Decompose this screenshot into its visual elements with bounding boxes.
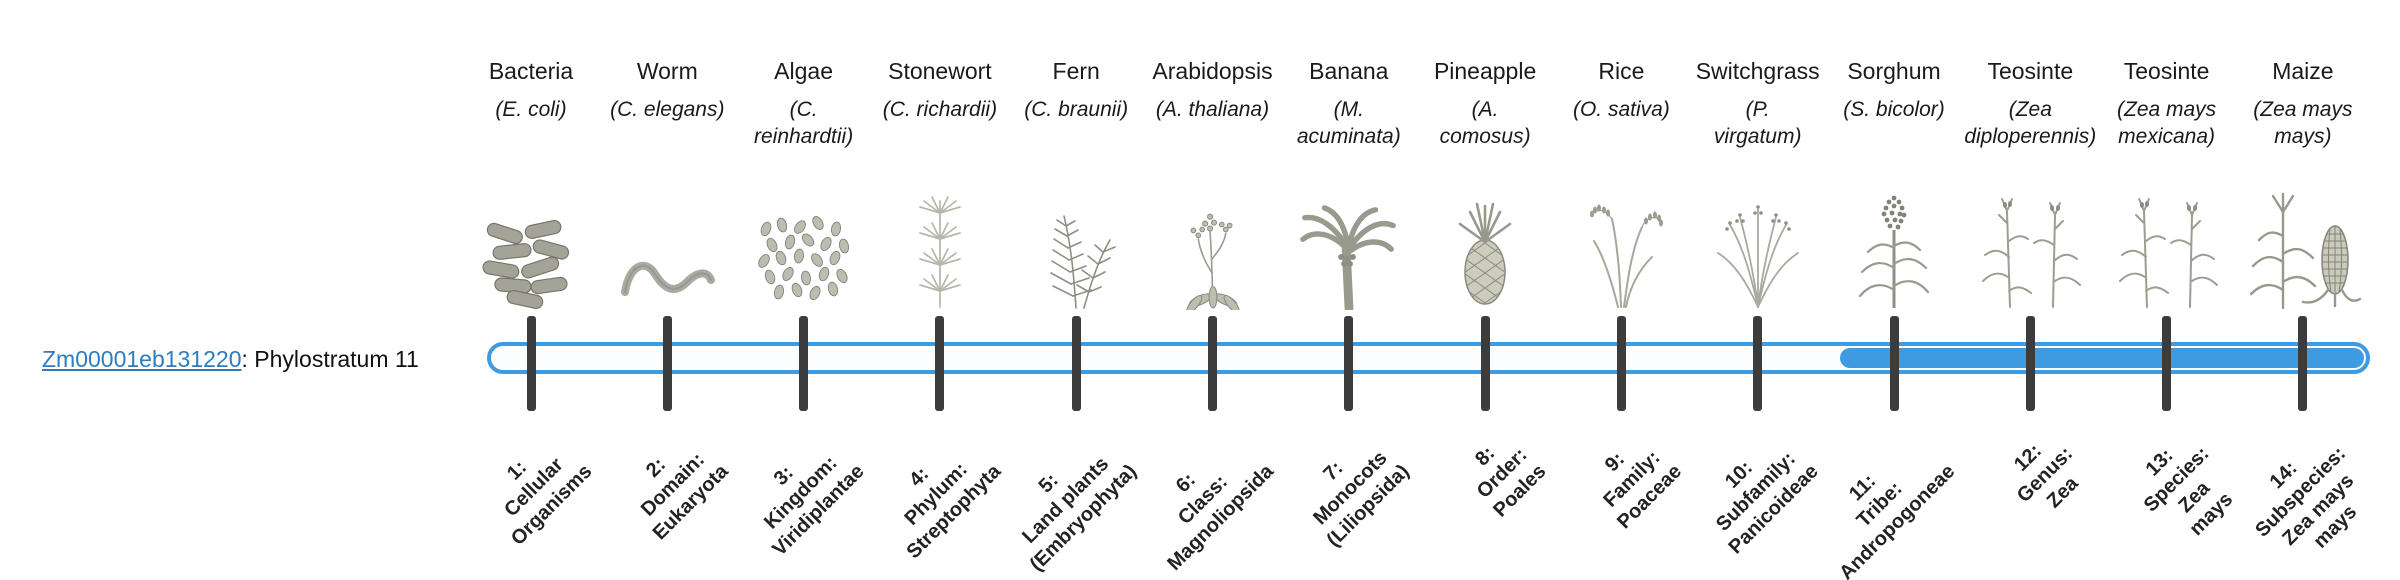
switchgrass-icon bbox=[1693, 176, 1823, 310]
phylostratum-tick-6 bbox=[1208, 316, 1217, 411]
phylostratum-label-text: 7: Monocots (Liliopsida) bbox=[1309, 447, 1414, 552]
arabidopsis-icon bbox=[1148, 176, 1278, 310]
organism-name: Algae bbox=[774, 58, 833, 84]
phylostratum-tick-10 bbox=[1753, 316, 1763, 411]
rice-icon bbox=[1556, 176, 1686, 310]
teosinte-icon bbox=[2102, 176, 2232, 310]
timeline-bar bbox=[487, 342, 2370, 374]
sorghum-icon bbox=[1829, 176, 1959, 310]
organism-scientific-name: (O. sativa) bbox=[1572, 98, 1670, 121]
phylostratum-label-text: 6: Class: Magnoliopsida bbox=[1162, 460, 1278, 575]
organism-scientific-name: (S. bicolor) bbox=[1843, 98, 1945, 121]
organism-name: Arabidopsis bbox=[1152, 58, 1273, 84]
organism-name: Pineapple bbox=[1433, 58, 1537, 84]
phylostratum-label-text: 13: Species: Zea mays bbox=[2140, 442, 2238, 541]
organism-scientific-name: (C. elegans) bbox=[610, 98, 725, 121]
organism-name: Stonewort bbox=[888, 58, 992, 84]
organism-scientific-name: (C. braunii) bbox=[1024, 98, 1129, 121]
phylostratum-tick-14 bbox=[2298, 316, 2308, 411]
phylostratum-label-text: 5: Land plants (Embryophyta) bbox=[1018, 453, 1141, 576]
gene-phylostratum-text: : Phylostratum 11 bbox=[241, 346, 419, 372]
phylostratum-label-text: 4: Phylum: Streptophyta bbox=[900, 458, 1005, 563]
organism-scientific-name: (P. virgatum) bbox=[1713, 98, 1802, 149]
organism-scientific-name: (Zea mays mexicana) bbox=[2117, 98, 2217, 149]
organism-scientific-name: (M. acuminata) bbox=[1296, 98, 1401, 149]
phylostratum-label-text: 1: Cellular Organisms bbox=[500, 453, 596, 550]
organism-name: Bacteria bbox=[488, 58, 574, 84]
phylostratum-tick-7 bbox=[1344, 316, 1354, 411]
organism-name: Fern bbox=[1052, 58, 1100, 84]
fern-icon bbox=[1011, 176, 1141, 310]
teosinte-icon bbox=[1965, 176, 2095, 310]
phylostratum-tick-13 bbox=[2162, 316, 2172, 411]
timeline-filled-segment bbox=[1840, 348, 2364, 368]
phylostratum-label-text: 14: Subspecies: Zea mays mays bbox=[2251, 442, 2362, 553]
organism-name: Rice bbox=[1598, 58, 1645, 84]
phylostratum-tick-8 bbox=[1480, 316, 1490, 411]
phylostratum-label-text: 2: Domain: Eukaryota bbox=[636, 448, 733, 545]
organism-scientific-name: (E. coli) bbox=[495, 98, 567, 121]
phylostratum-tick-11 bbox=[1889, 316, 1899, 411]
organism-name: Worm bbox=[636, 58, 698, 84]
organism-name: Teosinte bbox=[2123, 58, 2210, 84]
phylostratum-label-text: 9: Family: Poaceae bbox=[1599, 446, 1687, 534]
phylostratum-label-text: 10: Subfamily: Panicoideae bbox=[1712, 448, 1823, 559]
phylostratum-tick-4 bbox=[935, 316, 945, 411]
organism-scientific-name: (C. richardii) bbox=[882, 98, 998, 121]
algae-icon bbox=[739, 176, 869, 310]
banana-icon bbox=[1284, 176, 1414, 310]
gene-label: Zm00001eb131220: Phylostratum 11 bbox=[42, 346, 419, 373]
organism-name: Switchgrass bbox=[1695, 58, 1820, 84]
phylostratum-label-text: 3: Kingdom: Viridiplantae bbox=[760, 452, 869, 561]
phylostratum-tick-3 bbox=[799, 316, 809, 411]
worm-icon bbox=[602, 176, 732, 310]
phylostratum-tick-1 bbox=[526, 316, 536, 411]
organism-scientific-name: (A. thaliana) bbox=[1155, 98, 1270, 121]
organism-name: Teosinte bbox=[1987, 58, 2074, 84]
organism-name: Maize bbox=[2272, 58, 2334, 84]
phylostratum-tick-12 bbox=[2025, 316, 2035, 411]
maize-icon bbox=[2238, 176, 2368, 310]
phylostratum-label-text: 8: Order: Poales bbox=[1470, 442, 1550, 522]
bacteria-icon bbox=[466, 176, 596, 310]
organism-scientific-name: (Zea mays mays) bbox=[2253, 98, 2353, 149]
phylostratum-label-text: 12: Genus: Zea bbox=[2010, 439, 2083, 513]
phylostratum-tick-5 bbox=[1071, 316, 1081, 411]
stonewort-icon bbox=[875, 176, 1005, 310]
organism-scientific-name: (A. comosus) bbox=[1439, 98, 1531, 149]
phylostratum-label-text: 11: Tribe: Andropogoneae bbox=[1834, 460, 1959, 580]
organism-name: Banana bbox=[1309, 58, 1389, 84]
organism-scientific-name: (C. reinhardtii) bbox=[753, 98, 854, 149]
organism-name: Sorghum bbox=[1847, 58, 1941, 84]
pineapple-icon bbox=[1420, 176, 1550, 310]
phylostratum-tick-2 bbox=[662, 316, 672, 411]
organism-scientific-name: (Zea diploperennis) bbox=[1964, 98, 2097, 149]
gene-link[interactable]: Zm00001eb131220 bbox=[42, 346, 242, 372]
phylostratum-tick-9 bbox=[1616, 316, 1626, 411]
